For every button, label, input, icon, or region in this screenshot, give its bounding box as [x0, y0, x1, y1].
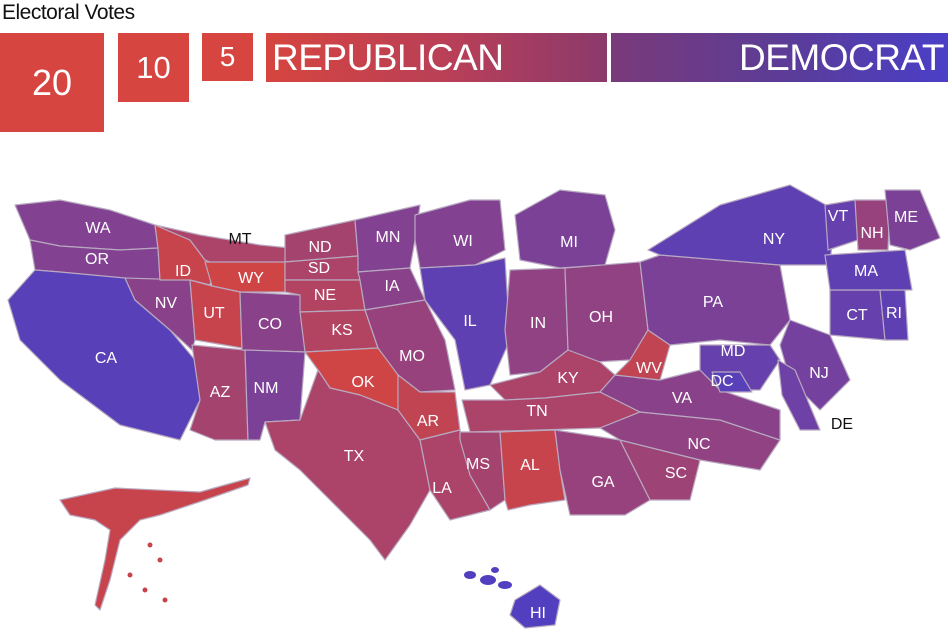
hi-island-1 [480, 575, 496, 585]
state-label-ks: KS [331, 322, 352, 339]
state-label-ia: IA [384, 278, 399, 295]
state-label-nd: ND [308, 239, 331, 256]
state-label-ny: NY [763, 231, 786, 248]
state-label-nc: NC [687, 436, 710, 453]
state-label-nh: NH [860, 225, 883, 242]
state-label-ky: KY [557, 370, 579, 387]
republican-bar: REPUBLICAN [266, 33, 607, 82]
state-label-tn: TN [526, 403, 547, 420]
state-nh [854, 199, 891, 251]
state-label-nv: NV [155, 295, 178, 312]
state-label-mn: MN [376, 229, 401, 246]
state-label-mi: MI [560, 234, 578, 251]
state-ak [59, 477, 251, 611]
state-wy [204, 261, 286, 293]
hi-island-2 [498, 581, 512, 589]
state-label-de: DE [831, 416, 853, 433]
state-labels: WA OR CA NV ID MT WY UT AZ CO NM ND SD NE KS OK TX MN IA MO… [85, 208, 918, 622]
ak-island-3 [142, 587, 148, 593]
state-mi [514, 189, 616, 269]
state-mo [364, 299, 456, 393]
state-label-sc: SC [665, 465, 687, 482]
state-label-or: OR [85, 251, 109, 268]
state-label-ne: NE [314, 287, 336, 304]
state-ma [824, 249, 913, 291]
state-label-mt: MT [228, 231, 251, 248]
ak-island-0 [147, 542, 153, 548]
state-label-md: MD [721, 343, 746, 360]
state-label-hi: HI [530, 605, 546, 622]
state-label-ms: MS [466, 456, 490, 473]
state-label-in: IN [530, 315, 546, 332]
democrat-bar: DEMOCRAT [611, 33, 948, 82]
legend-title: Electoral Votes [2, 1, 135, 24]
state-me [884, 189, 941, 251]
state-label-wi: WI [453, 233, 473, 250]
state-label-az: AZ [210, 384, 231, 401]
republican-label: REPUBLICAN [272, 36, 504, 78]
state-label-ma: MA [854, 263, 878, 280]
state-label-nj: NJ [809, 365, 829, 382]
hi-island-0 [464, 571, 476, 579]
state-label-oh: OH [589, 309, 613, 326]
state-ny [647, 184, 836, 266]
state-label-vt: VT [828, 208, 849, 225]
state-label-wa: WA [85, 220, 111, 237]
hi-island-3 [491, 567, 499, 573]
state-label-nm: NM [254, 380, 279, 397]
state-label-il: IL [463, 313, 476, 330]
state-label-wv: WV [636, 360, 662, 377]
state-label-me: ME [894, 209, 918, 226]
state-label-ar: AR [417, 413, 439, 430]
state-label-ri: RI [886, 305, 902, 322]
state-label-sd: SD [308, 260, 330, 277]
state-label-al: AL [520, 457, 540, 474]
state-label-ca: CA [95, 350, 118, 367]
ak-island-4 [162, 597, 168, 603]
ev-size-5: 5 [202, 33, 253, 81]
state-label-pa: PA [703, 294, 723, 311]
state-label-ct: CT [846, 307, 868, 324]
state-label-va: VA [672, 390, 692, 407]
state-label-la: LA [432, 480, 452, 497]
state-label-ga: GA [591, 474, 614, 491]
state-label-id: ID [175, 263, 191, 280]
ak-island-1 [157, 557, 163, 563]
ak-island-2 [127, 572, 133, 578]
state-label-mo: MO [399, 348, 425, 365]
state-dc [711, 371, 753, 393]
state-label-co: CO [258, 316, 282, 333]
state-label-dc: DC [710, 373, 733, 390]
ev-size-20: 20 [0, 33, 104, 132]
democrat-label: DEMOCRAT [739, 36, 944, 78]
state-label-wy: WY [238, 270, 264, 287]
state-wi [414, 199, 506, 269]
state-label-tx: TX [344, 448, 365, 465]
state-label-ut: UT [203, 305, 225, 322]
state-label-ok: OK [351, 374, 374, 391]
state-shapes [7, 184, 941, 629]
state-hi [509, 584, 561, 629]
state-de [777, 359, 821, 431]
ev-size-10: 10 [118, 33, 189, 102]
